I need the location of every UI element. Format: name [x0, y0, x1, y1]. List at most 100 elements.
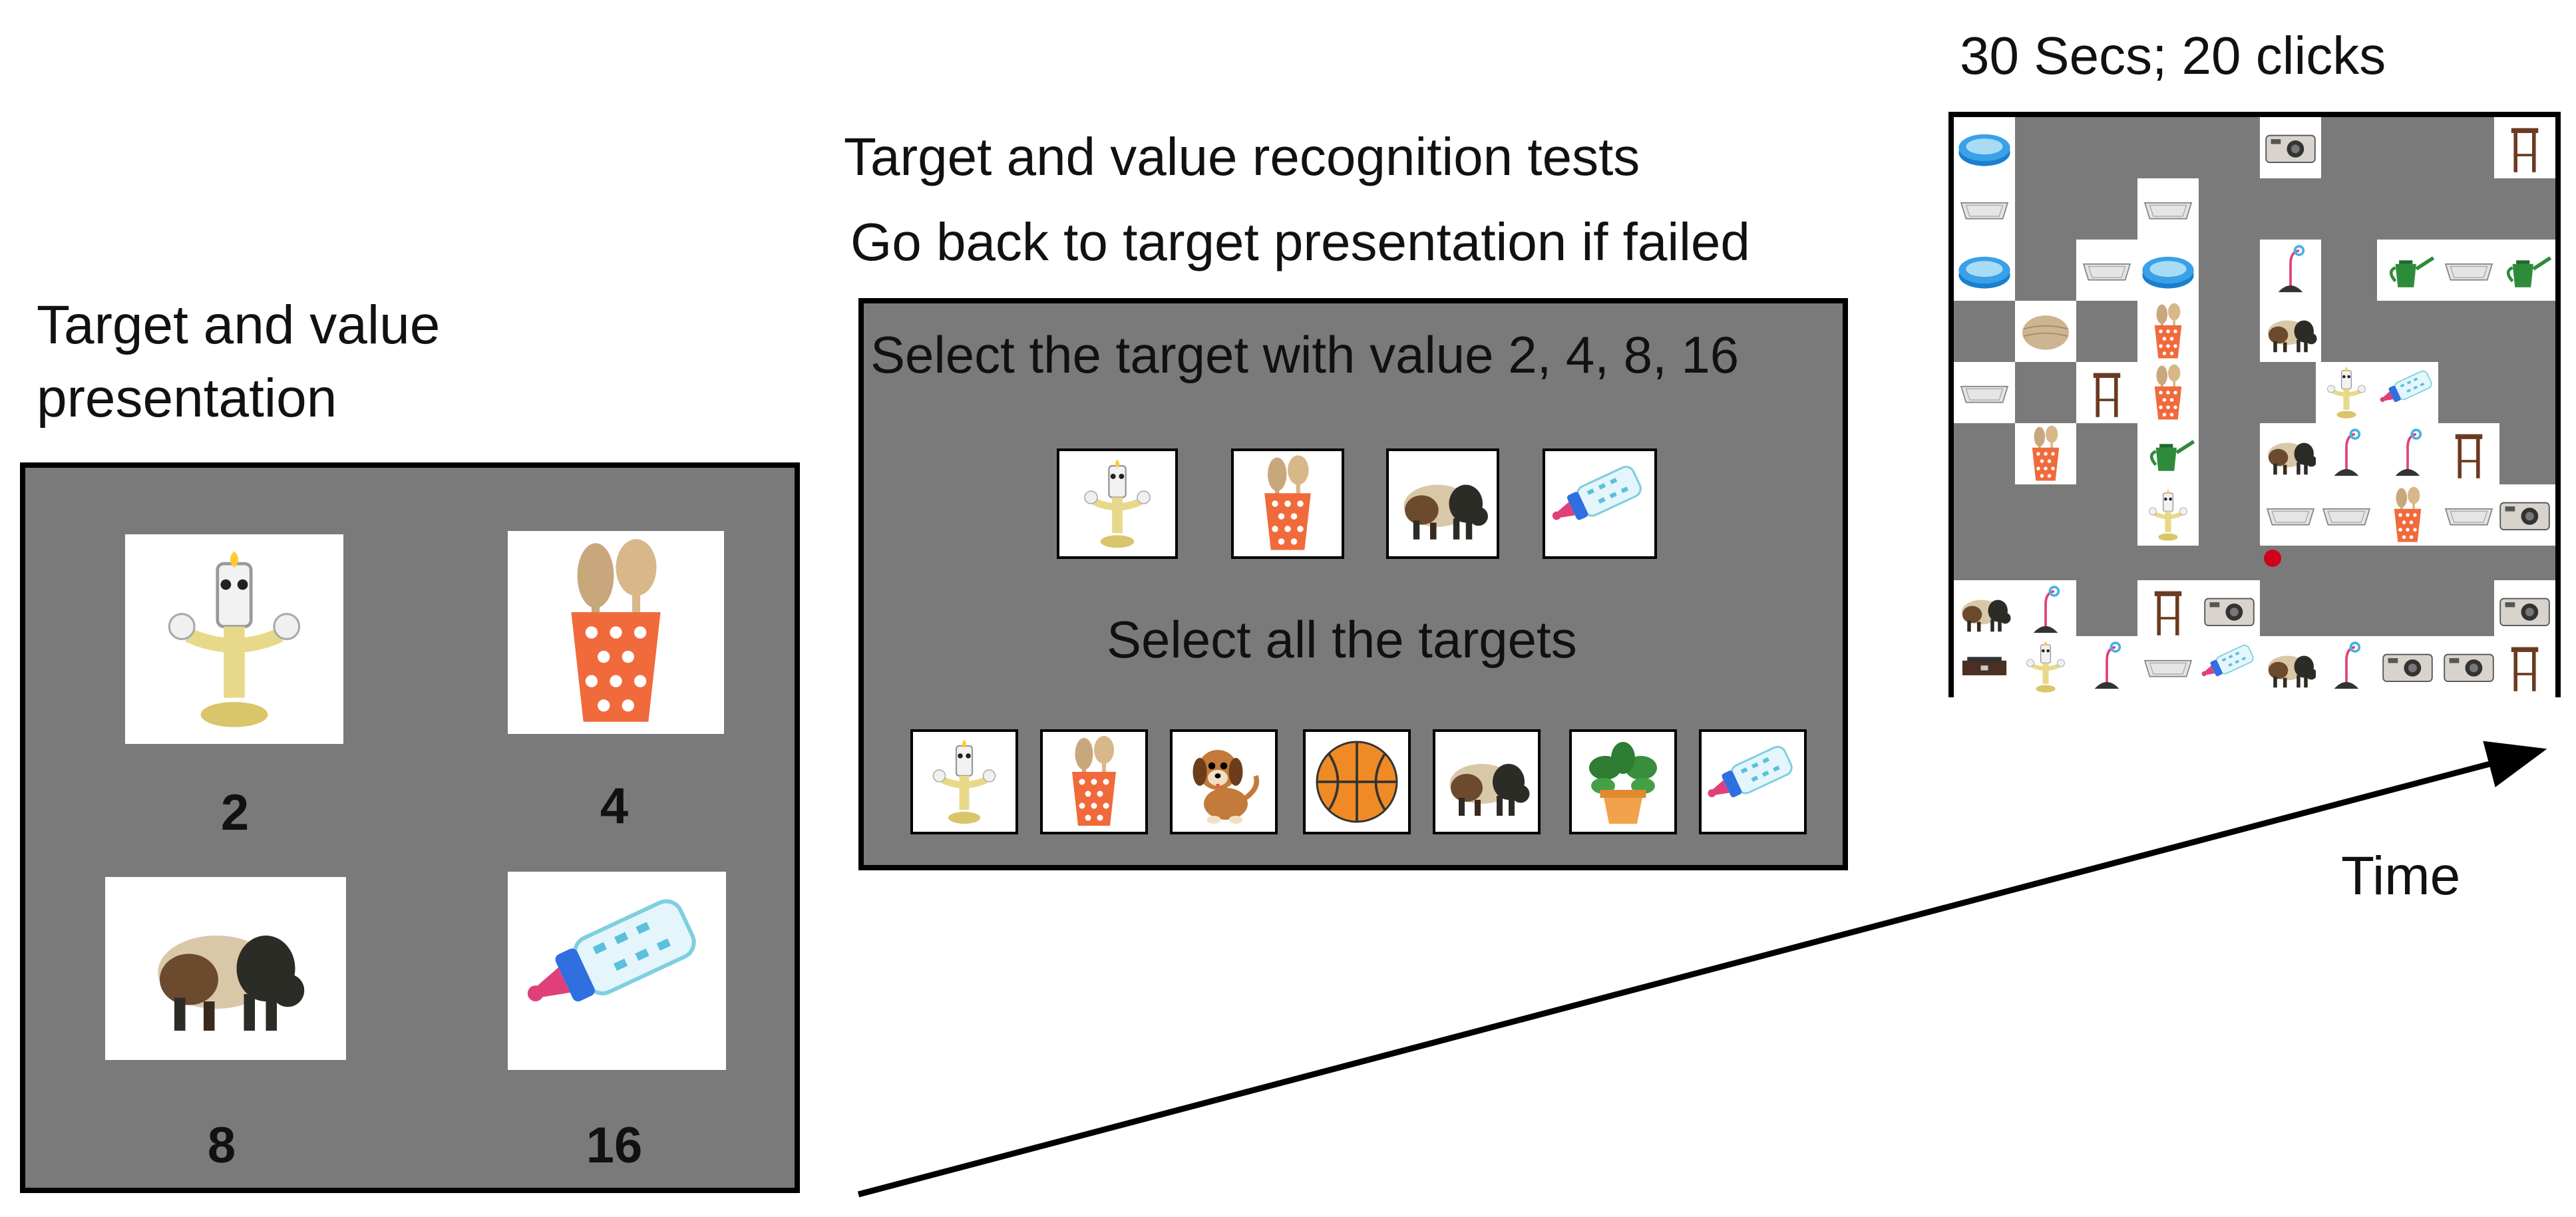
all-option-potted-plant[interactable]: [1569, 729, 1677, 834]
maze-cell: [2316, 423, 2377, 484]
value-label-2: 2: [220, 784, 250, 841]
bison-icon: [2260, 636, 2321, 697]
left-panel-title-line2: presentation: [37, 368, 337, 429]
tray-icon: [2137, 178, 2199, 240]
pool-icon: [2137, 240, 2199, 301]
maze-cell: [2199, 580, 2260, 641]
select-value-prompt: Select the target with value 2, 4, 8, 16: [870, 325, 1740, 384]
maze-cell: [1954, 117, 2015, 178]
tray-icon: [2137, 636, 2199, 697]
maze-cell: [1954, 636, 2015, 697]
all-option-bison[interactable]: [1433, 729, 1541, 834]
maze-cell: [2015, 423, 2076, 484]
maze-cell: [2494, 484, 2555, 546]
tray-icon: [1954, 362, 2015, 423]
bison-icon: [1954, 580, 2015, 641]
basket-icon: [2015, 301, 2076, 362]
value-label-8: 8: [207, 1117, 236, 1174]
maze-cell: [1954, 178, 2015, 240]
agent-position-marker: [2264, 550, 2281, 567]
maze-cell: [2076, 240, 2137, 301]
camera-icon: [2494, 580, 2555, 641]
baby-bottle-icon: [2199, 636, 2260, 697]
value-label-16: 16: [586, 1117, 643, 1174]
all-option-dog[interactable]: [1170, 729, 1278, 834]
maze-cell: [2494, 580, 2555, 641]
bison-icon: [1389, 451, 1497, 556]
scale-icon: [1954, 636, 2015, 697]
candelabra-icon: [2137, 484, 2199, 546]
maze-cell: [2015, 580, 2076, 641]
maze-cell: [2137, 178, 2199, 240]
dog-icon: [1173, 732, 1275, 832]
tray-icon: [2438, 484, 2499, 546]
baby-bottle-icon: [1702, 732, 1804, 832]
utensil-cup-icon: [2015, 423, 2076, 484]
target-baby-bottle: [508, 872, 726, 1070]
basketball-icon: [1306, 732, 1408, 832]
pool-icon: [1954, 117, 2015, 178]
middle-heading-line1: Target and value recognition tests: [844, 127, 1640, 186]
tray-icon: [1954, 178, 2015, 240]
all-option-baby-bottle[interactable]: [1699, 729, 1807, 834]
utensil-cup-icon: [2137, 301, 2199, 362]
bison-icon: [1435, 732, 1538, 832]
tray-icon: [2260, 484, 2321, 546]
maze-cell: [2199, 636, 2260, 697]
time-label: Time: [2341, 846, 2461, 906]
bison-icon: [105, 877, 346, 1060]
maze-cell: [2260, 240, 2321, 301]
maze-cell: [2137, 301, 2199, 362]
maze-heading: 30 Secs; 20 clicks: [1960, 26, 2386, 85]
candelabra-icon: [913, 732, 1015, 832]
value-label-4: 4: [600, 778, 629, 834]
maze-cell: [2438, 484, 2499, 546]
tray-icon: [2316, 484, 2377, 546]
recognition-test-panel: Select the target with value 2, 4, 8, 16…: [858, 298, 1848, 870]
candelabra-icon: [125, 534, 343, 744]
maze-cell: [2076, 362, 2137, 423]
candelabra-icon: [1059, 451, 1175, 556]
maze-cell: [2377, 362, 2438, 423]
all-option-basketball[interactable]: [1303, 729, 1411, 834]
maze-cell: [2137, 362, 2199, 423]
watering-can-icon: [2494, 240, 2555, 301]
lamp-icon: [2076, 636, 2137, 697]
camera-icon: [2199, 580, 2260, 641]
watering-can-icon: [2377, 240, 2438, 301]
camera-icon: [2260, 117, 2321, 178]
maze-cell: [2316, 362, 2377, 423]
maze-cell: [2377, 240, 2438, 301]
maze-cell: [2438, 636, 2499, 697]
value-option-baby-bottle[interactable]: [1543, 448, 1657, 559]
select-all-prompt: Select all the targets: [1107, 610, 1577, 669]
value-option-utensil-cup[interactable]: [1231, 448, 1344, 559]
maze-cell: [2377, 636, 2438, 697]
left-panel-title-line1: Target and value: [37, 295, 441, 355]
maze-cell: [2137, 636, 2199, 697]
target-utensil-cup: [508, 531, 724, 734]
tray-icon: [2076, 240, 2137, 301]
camera-icon: [2438, 636, 2499, 697]
baby-bottle-icon: [2377, 362, 2438, 423]
middle-heading-line2: Go back to target presentation if failed: [850, 212, 1750, 271]
stool-icon: [2438, 423, 2499, 484]
maze-cell: [2015, 636, 2076, 697]
baby-bottle-icon: [508, 872, 726, 1070]
all-option-utensil-cup[interactable]: [1040, 729, 1148, 834]
stool-icon: [2076, 362, 2137, 423]
camera-icon: [2494, 484, 2555, 546]
lamp-icon: [2260, 240, 2321, 301]
maze-cell: [1954, 362, 2015, 423]
maze-cell: [2260, 117, 2321, 178]
bison-icon: [2260, 301, 2321, 362]
target-bison: [105, 877, 346, 1060]
lamp-icon: [2377, 423, 2438, 484]
all-option-candelabra[interactable]: [910, 729, 1018, 834]
value-option-bison[interactable]: [1386, 448, 1499, 559]
value-option-candelabra[interactable]: [1057, 448, 1178, 559]
maze-cell: [2494, 117, 2555, 178]
maze-cell: [2316, 484, 2377, 546]
maze-cell: [2137, 423, 2199, 484]
maze-cell: [2260, 301, 2321, 362]
